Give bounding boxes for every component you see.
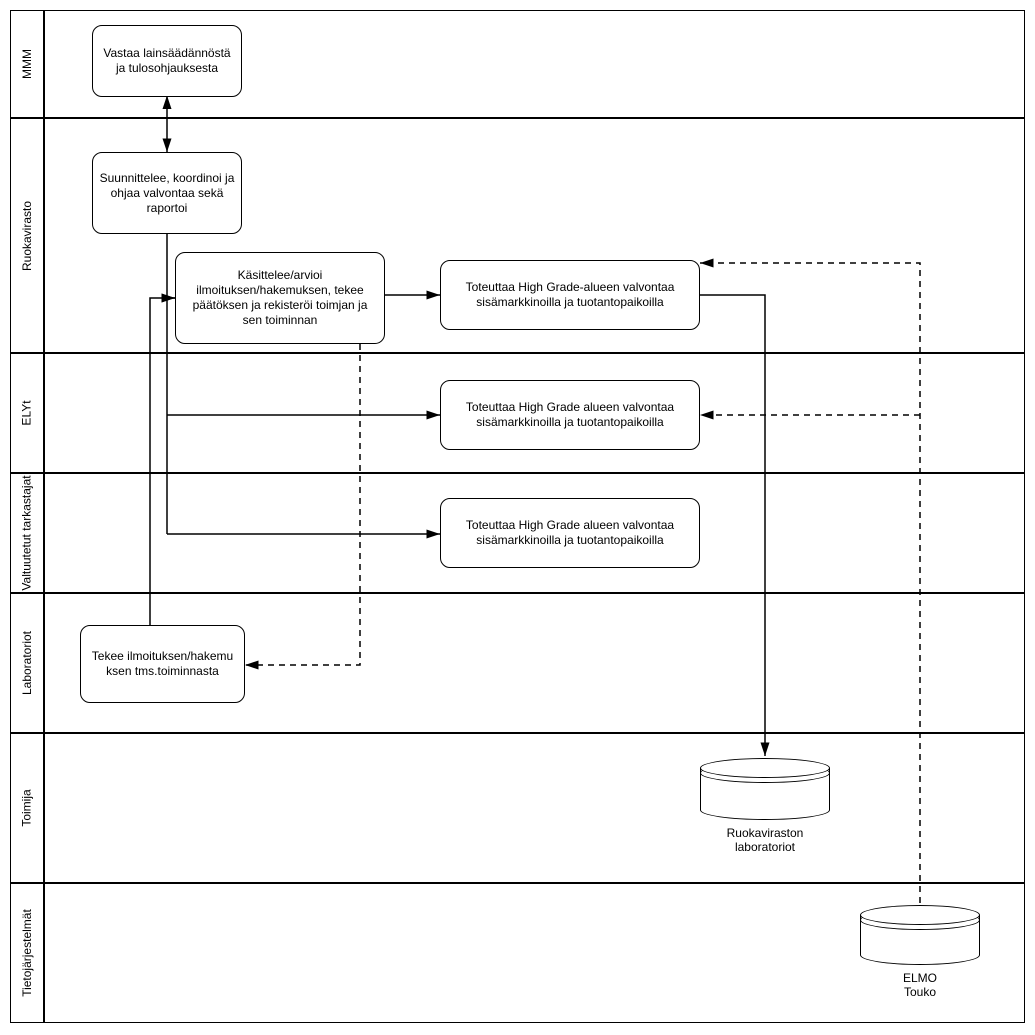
node-toteuttaa-elyt: Toteuttaa High Grade alueen valvontaa si… <box>440 380 700 450</box>
node-label: Toteuttaa High Grade alueen valvontaa si… <box>447 518 693 548</box>
cylinder-label: ELMO Touko <box>860 971 980 1000</box>
lane-body-toimija <box>44 733 1025 883</box>
lane-label: Laboratoriot <box>20 631 34 695</box>
lane-label-cell-elyt: ELYt <box>10 353 44 473</box>
lane-label-cell-toimija: Toimija <box>10 733 44 883</box>
cylinder-label: Ruokaviraston laboratoriot <box>700 826 830 855</box>
node-kasittelee-arvioi: Käsittelee/arvioi ilmoituksen/hakemuksen… <box>175 252 385 344</box>
node-toteuttaa-ruokavirasto: Toteuttaa High Grade-alueen valvontaa si… <box>440 260 700 330</box>
lane-label: Ruokavirasto <box>20 200 34 270</box>
lane-label: ELYt <box>20 400 34 425</box>
lane-label: MMM <box>20 49 34 79</box>
swimlane-diagram: MMM Ruokavirasto ELYt Valtuutetut tarkas… <box>0 0 1035 1035</box>
cylinder-ruokaviraston-laboratoriot: Ruokaviraston laboratoriot <box>700 758 830 820</box>
node-label: Tekee ilmoituksen/hakemu ksen tms.toimin… <box>87 649 238 679</box>
node-vastaa-lainsaadannosta: Vastaa lainsäädännöstä ja tulosohjaukses… <box>92 25 242 97</box>
lane-label-cell-ruokavirasto: Ruokavirasto <box>10 118 44 353</box>
node-suunnittelee: Suunnittelee, koordinoi ja ohjaa valvont… <box>92 152 242 234</box>
lane-label-cell-mmm: MMM <box>10 10 44 118</box>
node-tekee-ilmoituksen: Tekee ilmoituksen/hakemu ksen tms.toimin… <box>80 625 245 703</box>
cylinder-elmo-touko: ELMO Touko <box>860 905 980 965</box>
lane-label-cell-laboratoriot: Laboratoriot <box>10 593 44 733</box>
node-label: Toteuttaa High Grade alueen valvontaa si… <box>447 400 693 430</box>
node-toteuttaa-valtuutetut: Toteuttaa High Grade alueen valvontaa si… <box>440 498 700 568</box>
lane-label: Valtuutetut tarkastajat <box>20 475 34 590</box>
lane-label-cell-valtuutetut: Valtuutetut tarkastajat <box>10 473 44 593</box>
node-label: Suunnittelee, koordinoi ja ohjaa valvont… <box>99 171 235 216</box>
node-label: Käsittelee/arvioi ilmoituksen/hakemuksen… <box>182 268 378 328</box>
lane-label: Toimija <box>20 789 34 826</box>
lane-label-cell-tietojarjestelmat: Tietojärjestelmät <box>10 883 44 1023</box>
node-label: Toteuttaa High Grade-alueen valvontaa si… <box>447 280 693 310</box>
cylinder-top <box>700 758 830 778</box>
lane-label: Tietojärjestelmät <box>20 909 34 997</box>
node-label: Vastaa lainsäädännöstä ja tulosohjaukses… <box>99 46 235 76</box>
cylinder-top <box>860 905 980 925</box>
